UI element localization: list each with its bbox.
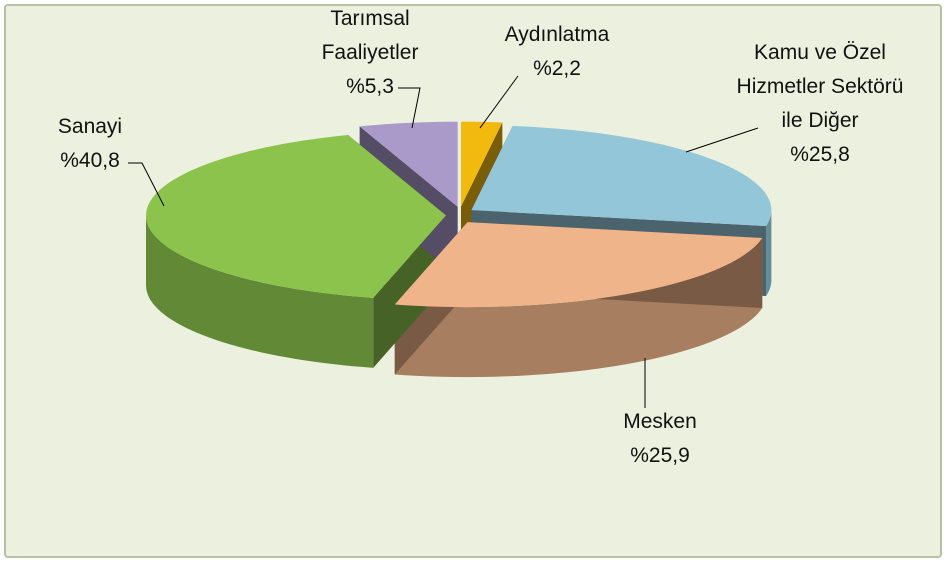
data-label: Sanayi %40,8: [20, 110, 160, 178]
data-label: Kamu ve Özel Hizmetler Sektörü ile Diğer…: [735, 36, 905, 172]
leader-line: [128, 162, 165, 207]
slice-side: [146, 215, 374, 368]
slice: [146, 135, 447, 298]
value-label: %2,2: [533, 57, 581, 80]
leader-line: [479, 75, 519, 129]
slice: [471, 125, 772, 227]
slice: [359, 121, 458, 207]
value-label: %5,3: [346, 75, 394, 98]
category-label: Mesken: [623, 410, 697, 433]
category-label: Aydınlatma: [504, 23, 610, 46]
data-label: Aydınlatma %2,2: [487, 18, 627, 86]
value-label: %25,9: [630, 444, 690, 467]
leader-line: [685, 127, 759, 153]
slice-side: [394, 238, 763, 378]
value-label: %40,8: [60, 149, 120, 172]
category-label: Sanayi: [57, 115, 123, 138]
data-label: Tarımsal Faaliyetler %5,3: [300, 2, 440, 104]
category-label: Tarımsal Faaliyetler: [321, 7, 419, 64]
leader-line: [398, 87, 421, 129]
slice-side: [766, 210, 772, 297]
category-label: Kamu ve Özel Hizmetler Sektörü ile Diğer: [736, 41, 904, 132]
value-label: %25,8: [790, 143, 850, 166]
data-label: Mesken %25,9: [590, 405, 730, 473]
slice: [460, 121, 503, 207]
slice: [394, 222, 763, 308]
